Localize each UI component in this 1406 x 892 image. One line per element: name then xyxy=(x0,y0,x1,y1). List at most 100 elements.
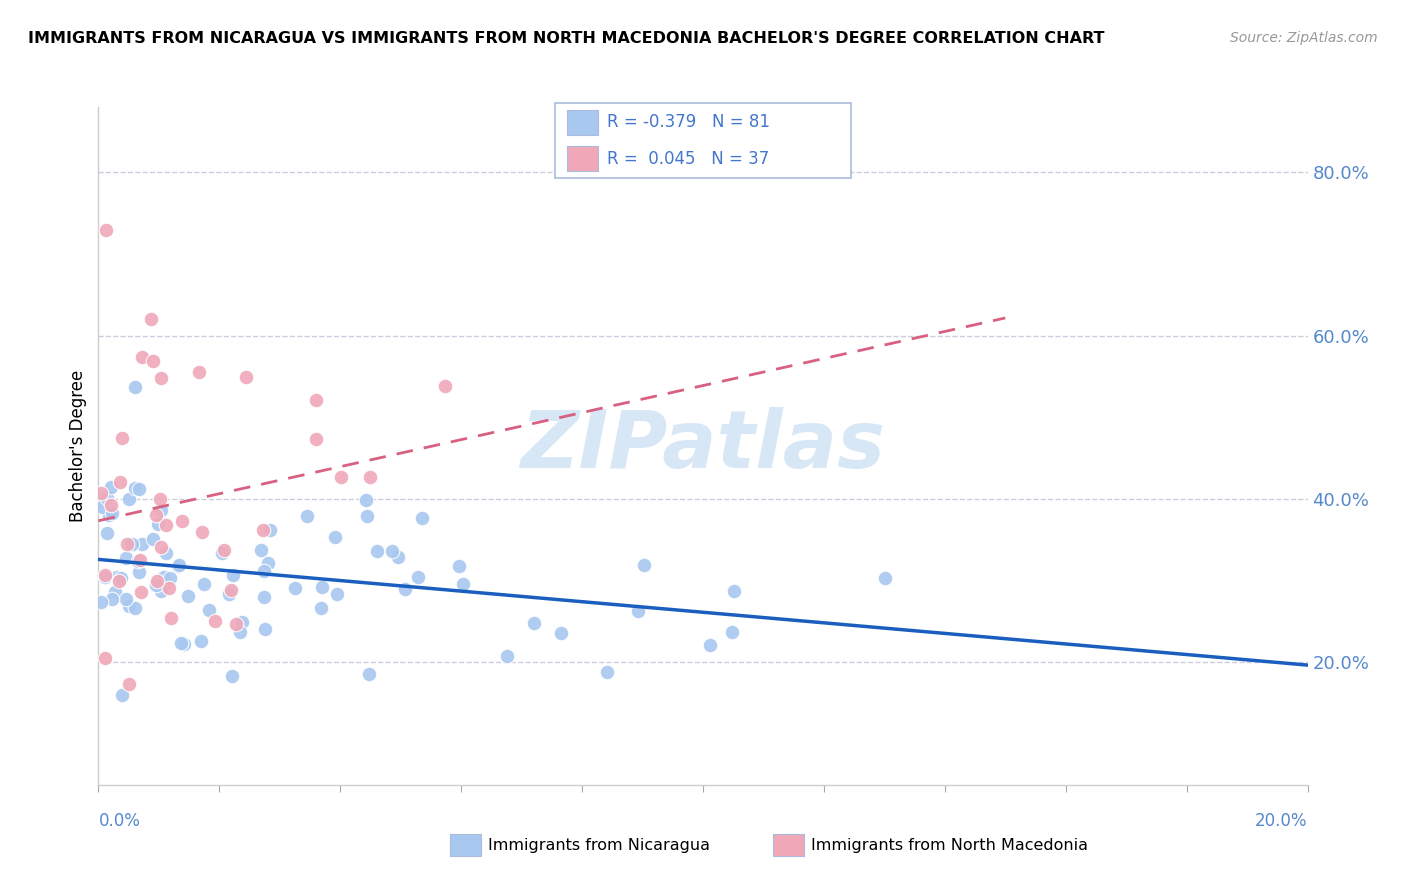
Point xyxy=(173,637,195,651)
Point xyxy=(187,365,209,379)
Point xyxy=(167,559,190,574)
Point xyxy=(131,537,153,551)
Point xyxy=(381,544,404,558)
Point xyxy=(170,636,193,650)
Point xyxy=(357,667,380,681)
Point xyxy=(100,480,122,494)
Point xyxy=(723,583,745,598)
Point xyxy=(111,689,134,703)
Point xyxy=(150,540,173,554)
Point xyxy=(145,578,167,592)
Point xyxy=(214,542,236,557)
Text: 20.0%: 20.0% xyxy=(1256,812,1308,830)
Point xyxy=(153,570,176,584)
Point xyxy=(326,587,349,601)
Point xyxy=(366,544,388,558)
Point xyxy=(90,595,112,609)
Point xyxy=(253,564,276,578)
Point xyxy=(139,312,162,326)
Point xyxy=(142,354,165,368)
Y-axis label: Bachelor's Degree: Bachelor's Degree xyxy=(69,370,87,522)
Point xyxy=(259,523,281,537)
Point xyxy=(149,503,172,517)
Point xyxy=(305,433,328,447)
Point xyxy=(433,379,456,393)
Point xyxy=(98,508,121,522)
Point xyxy=(145,508,167,522)
Point xyxy=(118,677,141,691)
Point xyxy=(330,469,353,483)
Point xyxy=(94,222,117,236)
Point xyxy=(451,577,474,591)
Point xyxy=(221,669,243,683)
Point xyxy=(387,550,409,565)
Point xyxy=(108,475,131,489)
Point xyxy=(550,626,572,640)
Point xyxy=(721,625,744,640)
Point xyxy=(159,611,181,625)
Point xyxy=(204,614,226,628)
Text: Immigrants from Nicaragua: Immigrants from Nicaragua xyxy=(488,838,710,853)
Point xyxy=(229,625,252,640)
Point xyxy=(146,574,169,588)
Point xyxy=(118,492,141,507)
Point xyxy=(128,553,150,567)
Point xyxy=(96,525,118,540)
Point xyxy=(633,558,655,572)
Point xyxy=(115,592,138,607)
Point xyxy=(198,603,221,617)
Point xyxy=(150,584,173,599)
Point xyxy=(323,530,346,544)
Point xyxy=(167,558,190,573)
Point xyxy=(101,506,124,520)
Point xyxy=(128,565,150,579)
Text: 0.0%: 0.0% xyxy=(98,812,141,830)
Point xyxy=(124,482,146,496)
Point xyxy=(219,583,242,598)
Point xyxy=(94,570,117,584)
Point xyxy=(104,585,127,599)
Point xyxy=(155,546,177,560)
Point xyxy=(250,542,273,557)
Point xyxy=(235,370,257,384)
Point xyxy=(121,537,143,551)
Point xyxy=(252,523,274,537)
Point xyxy=(114,551,136,566)
Point xyxy=(155,518,177,533)
Point xyxy=(91,500,114,514)
Point xyxy=(157,581,180,595)
Point xyxy=(211,546,233,560)
Text: Source: ZipAtlas.com: Source: ZipAtlas.com xyxy=(1230,31,1378,45)
Point xyxy=(94,651,117,665)
Point xyxy=(394,582,416,596)
Point xyxy=(118,599,141,613)
Point xyxy=(159,571,181,585)
Point xyxy=(873,572,896,586)
Text: R =  0.045   N = 37: R = 0.045 N = 37 xyxy=(607,150,769,168)
Point xyxy=(93,568,115,582)
Text: Immigrants from North Macedonia: Immigrants from North Macedonia xyxy=(811,838,1088,853)
Point xyxy=(90,486,112,500)
Point xyxy=(222,568,245,582)
Point xyxy=(449,558,471,573)
Point xyxy=(101,592,124,607)
Point xyxy=(153,577,176,591)
Point xyxy=(108,574,131,588)
Point xyxy=(627,604,650,618)
Point xyxy=(127,554,149,568)
Point xyxy=(100,499,122,513)
Point xyxy=(231,615,253,629)
Text: R = -0.379   N = 81: R = -0.379 N = 81 xyxy=(607,113,770,131)
Point xyxy=(129,585,152,599)
Text: IMMIGRANTS FROM NICARAGUA VS IMMIGRANTS FROM NORTH MACEDONIA BACHELOR'S DEGREE C: IMMIGRANTS FROM NICARAGUA VS IMMIGRANTS … xyxy=(28,31,1105,46)
Point xyxy=(190,634,212,648)
Point xyxy=(496,648,519,663)
Point xyxy=(523,615,546,630)
Point xyxy=(359,470,381,484)
Point xyxy=(309,601,332,615)
Point xyxy=(596,665,619,679)
Point xyxy=(190,524,212,539)
Point xyxy=(411,511,433,525)
Point xyxy=(356,508,378,523)
Point xyxy=(142,533,165,547)
